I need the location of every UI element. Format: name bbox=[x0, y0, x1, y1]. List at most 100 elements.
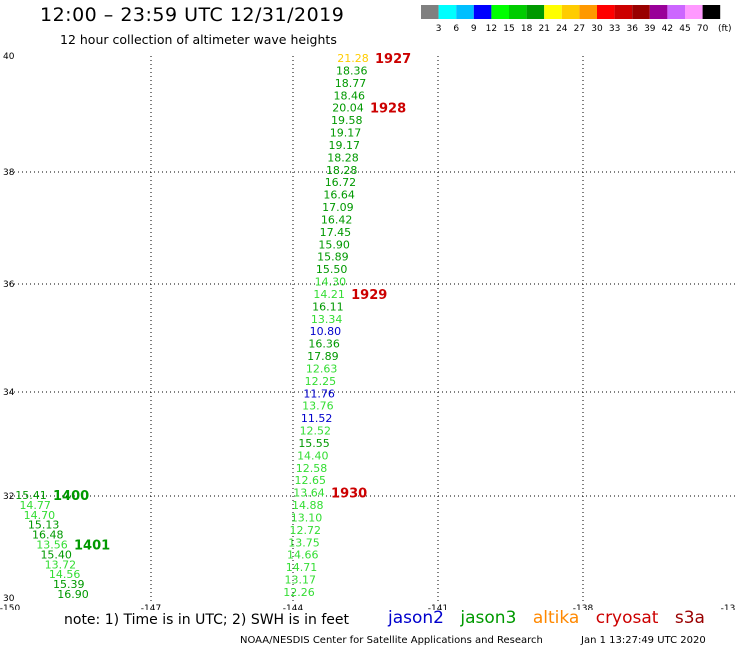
lon-tick-label: -150 bbox=[0, 604, 20, 610]
scale-swatch bbox=[579, 5, 597, 19]
footer-timestamp: Jan 1 13:27:49 UTC 2020 bbox=[581, 635, 706, 646]
wave-height-value: 13.64 bbox=[293, 487, 325, 500]
wave-height-value: 15.13 bbox=[28, 519, 60, 532]
wave-height-value: 21.28 bbox=[337, 52, 369, 65]
footer-credit: NOAA/NESDIS Center for Satellite Applica… bbox=[240, 635, 543, 646]
wave-height-value: 14.88 bbox=[292, 499, 324, 512]
pass-time-label: 1927 bbox=[375, 52, 411, 67]
wave-height-value: 13.17 bbox=[285, 574, 317, 587]
wave-height-value: 14.77 bbox=[19, 499, 51, 512]
satellite-cryosat: cryosat bbox=[595, 608, 659, 628]
wave-height-value: 15.40 bbox=[40, 548, 72, 561]
pass-time-label: 1928 bbox=[370, 102, 406, 117]
scale-label: 39 bbox=[644, 24, 656, 34]
scale-swatch bbox=[421, 5, 439, 19]
wave-height-value: 13.56 bbox=[36, 539, 68, 552]
scale-swatch bbox=[667, 5, 685, 19]
wave-height-value: 11.52 bbox=[301, 412, 333, 425]
wave-height-value: 12.52 bbox=[300, 425, 332, 438]
scale-label: 30 bbox=[591, 24, 603, 34]
scale-swatch bbox=[685, 5, 703, 19]
footer-note: note: 1) Time is in UTC; 2) SWH is in fe… bbox=[64, 612, 350, 628]
wave-height-value: 14.30 bbox=[315, 276, 347, 289]
wave-height-value: 15.50 bbox=[316, 263, 348, 276]
wave-height-value: 12.58 bbox=[296, 462, 328, 475]
lat-lon-grid bbox=[10, 56, 738, 603]
wave-height-value: 14.70 bbox=[24, 509, 56, 522]
page-subtitle: 12 hour collection of altimeter wave hei… bbox=[60, 32, 337, 47]
satellite-s3a: s3a bbox=[674, 608, 705, 628]
page-title: 12:00 – 23:59 UTC 12/31/2019 bbox=[40, 4, 345, 26]
wave-height-value: 16.72 bbox=[325, 176, 357, 189]
wave-height-value: 12.65 bbox=[295, 474, 327, 487]
wave-height-value: 14.66 bbox=[287, 549, 319, 562]
satellite-legend: jason2 jason3 altika cryosat s3a bbox=[388, 608, 716, 628]
wave-height-value: 18.28 bbox=[327, 151, 359, 164]
scale-label: 21 bbox=[538, 24, 549, 34]
satellite-altika: altika bbox=[532, 608, 580, 628]
wave-height-value: 17.45 bbox=[320, 226, 352, 239]
scale-swatch bbox=[561, 5, 580, 19]
scale-swatch bbox=[509, 5, 527, 19]
wave-height-value: 19.17 bbox=[328, 139, 360, 152]
wave-height-value: 14.71 bbox=[286, 561, 318, 574]
scale-label: 70 bbox=[697, 24, 709, 34]
wave-height-value: 15.55 bbox=[298, 437, 330, 450]
wave-height-value: 13.34 bbox=[311, 313, 343, 326]
wave-height-value: 19.58 bbox=[331, 114, 363, 127]
wave-height-value: 14.21 bbox=[313, 288, 345, 301]
scale-swatch bbox=[473, 5, 492, 19]
lat-tick-label: 36 bbox=[3, 280, 15, 290]
wave-height-value: 16.48 bbox=[32, 529, 64, 542]
wave-height-value: 12.25 bbox=[305, 375, 337, 388]
wave-height-value: 16.11 bbox=[312, 300, 344, 313]
wave-height-value: 15.39 bbox=[53, 578, 85, 591]
scale-swatch bbox=[597, 5, 615, 19]
wave-height-value: 18.28 bbox=[326, 164, 358, 177]
wave-height-value: 18.77 bbox=[335, 77, 367, 90]
pass-time-label: 1400 bbox=[53, 489, 89, 504]
lon-tick-label: -144 bbox=[283, 604, 304, 610]
satellite-jason3: jason3 bbox=[460, 608, 517, 628]
lon-tick-label: -141 bbox=[428, 604, 448, 610]
scale-swatch bbox=[456, 5, 474, 19]
scale-label: 36 bbox=[626, 24, 638, 34]
wave-height-value: 13.76 bbox=[302, 400, 334, 413]
wave-height-value: 16.36 bbox=[308, 338, 340, 351]
scale-label: 15 bbox=[503, 24, 514, 34]
lat-tick-label: 34 bbox=[3, 388, 15, 398]
pass-labels: 1927 1928 1929 1930 1400 1401 bbox=[53, 52, 411, 554]
track-points: 21.2818.3618.7718.4620.0419.5819.1719.17… bbox=[15, 52, 369, 601]
scale-label: 18 bbox=[521, 24, 533, 34]
wave-height-value: 17.09 bbox=[322, 201, 354, 214]
wave-height-value: 12.72 bbox=[290, 524, 322, 537]
lat-tick-label: 38 bbox=[3, 168, 15, 178]
scale-swatch bbox=[649, 5, 668, 19]
wave-height-value: 20.04 bbox=[332, 102, 364, 115]
pass-time-label: 1401 bbox=[74, 539, 110, 554]
scale-label: 3 bbox=[436, 24, 442, 34]
scale-swatch bbox=[702, 5, 721, 19]
wave-height-value: 14.56 bbox=[49, 568, 81, 581]
wave-height-value: 10.80 bbox=[310, 325, 342, 338]
lat-tick-label: 40 bbox=[3, 52, 15, 62]
scale-label: 42 bbox=[662, 24, 673, 34]
scale-label: 27 bbox=[574, 24, 585, 34]
scale-swatch bbox=[544, 5, 562, 19]
scale-swatch bbox=[491, 5, 509, 19]
wave-height-value: 13.72 bbox=[45, 558, 77, 571]
scale-label: 24 bbox=[556, 24, 568, 34]
wave-height-value: 16.42 bbox=[321, 213, 353, 226]
wave-height-value: 16.90 bbox=[57, 588, 89, 601]
wave-height-value: 16.64 bbox=[323, 189, 355, 202]
scale-swatch bbox=[614, 5, 633, 19]
scale-label: 12 bbox=[486, 24, 497, 34]
scale-swatch bbox=[438, 5, 457, 19]
wave-height-value: 15.90 bbox=[318, 238, 350, 251]
wave-height-value: 15.41 bbox=[15, 489, 47, 502]
wave-height-value: 19.17 bbox=[330, 127, 362, 140]
lat-tick-label: 32 bbox=[3, 492, 14, 502]
wave-height-value: 18.36 bbox=[336, 64, 368, 77]
scale-label: 6 bbox=[453, 24, 459, 34]
lon-tick-label: -147 bbox=[141, 604, 161, 610]
